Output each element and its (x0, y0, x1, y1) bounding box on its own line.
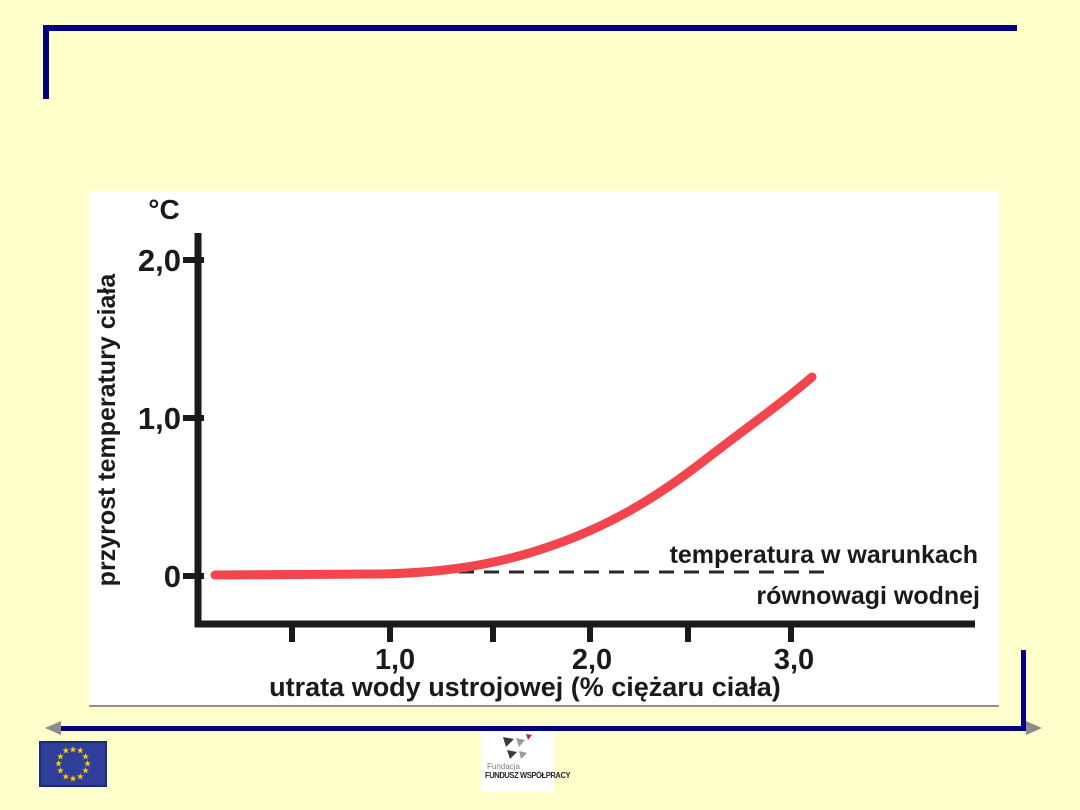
x-axis-title: utrata wody ustrojowej (% ciężaru ciała) (269, 672, 781, 702)
fundacja-logo: Fundacja FUNDUSZ WSPÓŁPRACY (481, 731, 571, 792)
eu-star-icon: ★ (83, 758, 92, 769)
chart-svg: °C 2,0 1,0 0 przyrost temperatury ciała … (93, 194, 980, 702)
y-tick-label-1: 1,0 (138, 401, 181, 436)
fundacja-birds-icon (503, 734, 532, 759)
x-tick-label-3: 3,0 (774, 644, 814, 676)
y-unit-label: °C (148, 194, 179, 225)
temperature-curve (210, 372, 817, 580)
bottom-right-border-line (1021, 650, 1026, 731)
eu-star-icon: ★ (81, 751, 90, 762)
eu-star-icon: ★ (81, 765, 90, 776)
top-left-border-line (43, 25, 49, 99)
top-border-line (43, 25, 1017, 31)
annotation-line-2: równowagi wodnej (756, 582, 980, 610)
y-tick-label-0: 0 (164, 559, 181, 594)
x-tick-label-1: 1,0 (375, 644, 415, 676)
right-arrowhead-icon (1026, 721, 1042, 735)
eu-star-icon: ★ (76, 745, 85, 756)
annotation-line-1: temperatura w warunkach (670, 541, 978, 569)
eu-star-icon: ★ (56, 765, 65, 776)
eu-star-icon: ★ (61, 771, 70, 782)
eu-flag: ★ ★ ★ ★ ★ ★ ★ ★ ★ ★ ★ ★ (39, 741, 107, 787)
left-arrowhead-icon (45, 721, 61, 735)
eu-star-icon: ★ (68, 744, 78, 754)
eu-star-icon: ★ (56, 751, 65, 762)
chart-image: °C 2,0 1,0 0 przyrost temperatury ciała … (89, 191, 999, 707)
axes-lines (194, 233, 975, 628)
eu-star-icon: ★ (68, 773, 78, 783)
bottom-border-line (58, 726, 1024, 731)
x-tick-label-2: 2,0 (572, 644, 612, 676)
y-tick-label-2: 2,0 (138, 243, 181, 278)
fundacja-logo-text-small: Fundacja (487, 762, 520, 771)
y-axis-title: przyrost temperatury ciała (93, 273, 121, 587)
eu-star-icon: ★ (61, 745, 70, 756)
eu-star-icon: ★ (76, 771, 85, 782)
fundacja-logo-text-main: FUNDUSZ WSPÓŁPRACY (485, 771, 571, 781)
eu-star-icon: ★ (54, 758, 63, 769)
